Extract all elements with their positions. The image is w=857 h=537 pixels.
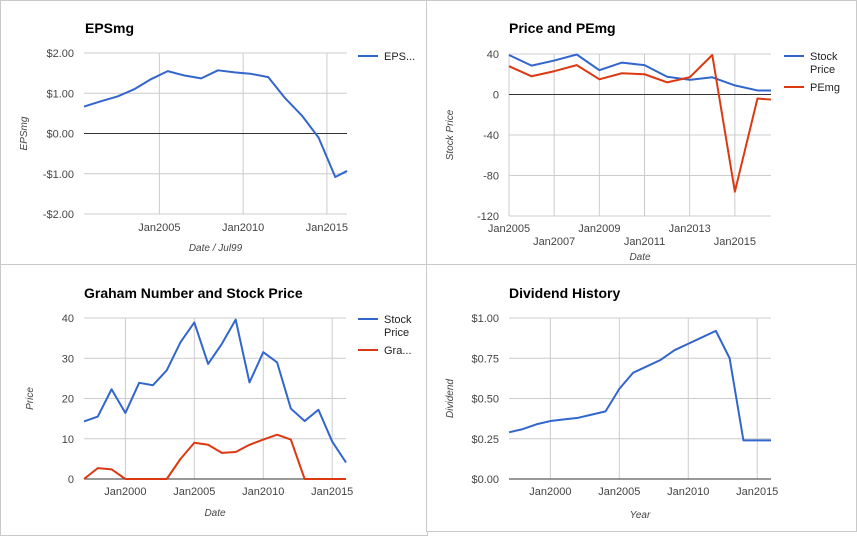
y-axis-label: Dividend bbox=[445, 379, 456, 418]
y-tick-label: $0.00 bbox=[471, 474, 499, 486]
x-tick-label: Jan2010 bbox=[242, 486, 284, 498]
chart-title: EPSmg bbox=[85, 20, 134, 36]
chart-title: Graham Number and Stock Price bbox=[84, 285, 303, 301]
graham-price-chart: Graham Number and Stock Price 40 30 20 10 0 Ja… bbox=[25, 285, 412, 519]
x-tick-label: Jan2000 bbox=[529, 486, 571, 498]
x-tick-label: Jan2005 bbox=[488, 223, 530, 235]
x-tick-label: Jan2010 bbox=[222, 222, 264, 234]
dividend-chart-panel: Dividend History $1.00 $0.75 $0.50 $0.25 $0.0… bbox=[426, 264, 857, 532]
x-tick-label: Jan2011 bbox=[624, 236, 665, 248]
series-line bbox=[508, 53, 771, 92]
x-tick-label: Jan2013 bbox=[669, 223, 711, 235]
y-axis-label: Price bbox=[25, 387, 36, 410]
x-tick-label: Jan2005 bbox=[173, 486, 215, 498]
legend-label: Gra... bbox=[384, 345, 412, 357]
x-axis-label: Date / Jul99 bbox=[189, 243, 243, 254]
x-axis-label: Date bbox=[629, 252, 651, 263]
x-tick-label: Jan2015 bbox=[736, 486, 778, 498]
x-tick-label: Jan2015 bbox=[306, 222, 348, 234]
y-tick-label: 40 bbox=[487, 49, 499, 61]
y-axis-label: EPSmg bbox=[19, 116, 30, 150]
x-tick-label: Jan2015 bbox=[311, 486, 353, 498]
y-tick-label: $1.00 bbox=[471, 313, 499, 325]
legend-label: Price bbox=[384, 327, 409, 339]
x-tick-label: Jan2015 bbox=[714, 236, 756, 248]
series-line bbox=[508, 54, 772, 193]
series-line bbox=[83, 318, 347, 464]
y-tick-label: 0 bbox=[493, 90, 499, 102]
chart-title: Dividend History bbox=[509, 285, 620, 301]
y-tick-label: $0.50 bbox=[471, 394, 499, 406]
chart-title: Price and PEmg bbox=[509, 20, 616, 36]
y-tick-label: -80 bbox=[483, 171, 499, 183]
eps-chart: EPSmg $2.00 $1.00 $0.00 -$1.00 -$2.00 Jan2005 J… bbox=[19, 20, 415, 254]
y-tick-label: $1.00 bbox=[46, 88, 74, 100]
legend-label: PEmg bbox=[810, 82, 840, 94]
dividend-chart: Dividend History $1.00 $0.75 $0.50 $0.25 $0.0… bbox=[445, 285, 778, 521]
y-tick-label: 0 bbox=[68, 474, 74, 486]
y-tick-label: -$1.00 bbox=[43, 169, 74, 181]
legend-label: Stock bbox=[810, 51, 838, 63]
y-tick-label: $0.00 bbox=[46, 129, 74, 141]
legend-label: Stock bbox=[384, 314, 412, 326]
graham-price-chart-panel: Graham Number and Stock Price 40 30 20 10 0 Ja… bbox=[0, 264, 428, 536]
x-tick-label: Jan2005 bbox=[138, 222, 180, 234]
eps-chart-panel: EPSmg $2.00 $1.00 $0.00 -$1.00 -$2.00 Jan2005 J… bbox=[0, 0, 428, 266]
series-line bbox=[508, 329, 771, 442]
price-pe-chart: Price and PEmg400-40-80-120Jan2005Jan200… bbox=[445, 20, 840, 263]
x-tick-label: Jan2007 bbox=[533, 236, 575, 248]
x-axis-label: Date bbox=[204, 508, 226, 519]
x-axis-label: Year bbox=[630, 510, 651, 521]
y-tick-label: -40 bbox=[483, 130, 499, 142]
y-tick-label: $0.75 bbox=[471, 353, 499, 365]
y-tick-label: -120 bbox=[477, 211, 499, 223]
y-tick-label: $0.25 bbox=[471, 434, 499, 446]
y-tick-label: $2.00 bbox=[46, 48, 74, 60]
legend-label: Price bbox=[810, 64, 835, 76]
y-axis-label: Stock Price bbox=[445, 109, 456, 160]
x-tick-label: Jan2009 bbox=[578, 223, 620, 235]
legend-label: EPS... bbox=[384, 51, 415, 63]
y-tick-label: 10 bbox=[62, 434, 74, 446]
series-line bbox=[83, 433, 346, 480]
y-tick-label: 30 bbox=[62, 353, 74, 365]
price-pe-chart-panel: Price and PEmg 40 0 -40 -80 -120 Jan2005 Jan200… bbox=[426, 0, 857, 266]
x-tick-label: Jan2000 bbox=[104, 486, 146, 498]
x-tick-label: Jan2010 bbox=[667, 486, 709, 498]
y-tick-label: 40 bbox=[62, 313, 74, 325]
y-tick-label: 20 bbox=[62, 394, 74, 406]
x-tick-label: Jan2005 bbox=[598, 486, 640, 498]
series-line bbox=[83, 69, 348, 178]
y-tick-label: -$2.00 bbox=[43, 209, 74, 221]
